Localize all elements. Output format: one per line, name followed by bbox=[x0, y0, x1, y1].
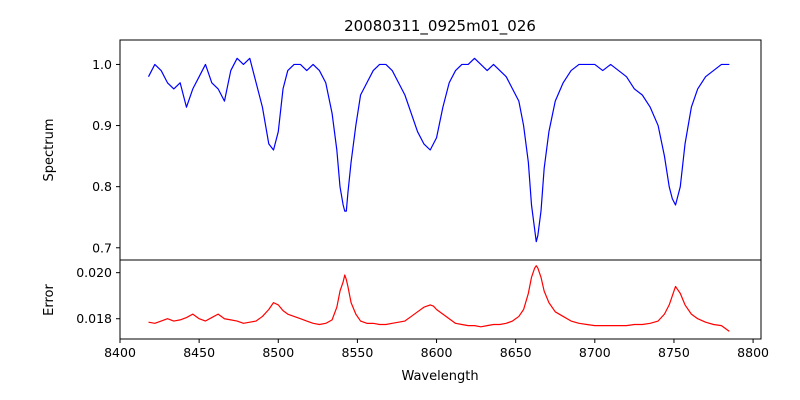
spectrum-y-tick-label: 1.0 bbox=[92, 57, 112, 72]
spectrum-series-line bbox=[147, 57, 730, 243]
x-tick-label: 8550 bbox=[342, 345, 374, 360]
error-x-ticks: 8400 8450 8500 8550 8600 8650 8700 8750 8800 bbox=[104, 339, 769, 360]
x-tick-label: 8500 bbox=[262, 345, 294, 360]
x-tick-label: 8800 bbox=[737, 345, 769, 360]
spectrum-y-tick-label: 0.9 bbox=[92, 118, 112, 133]
spectrum-y-tick-label: 0.8 bbox=[92, 179, 112, 194]
x-tick-label: 8650 bbox=[500, 345, 532, 360]
x-tick-label: 8750 bbox=[658, 345, 690, 360]
spectrum-plot-area bbox=[120, 40, 761, 260]
error-series-line bbox=[148, 265, 730, 332]
spectrum-y-ticks: 0.7 0.8 0.9 1.0 bbox=[92, 57, 120, 255]
spectrum-y-axis-label: Spectrum bbox=[42, 119, 57, 182]
error-y-ticks: 0.018 0.020 bbox=[76, 265, 120, 326]
x-tick-label: 8400 bbox=[104, 345, 136, 360]
spectrum-panel: 0.7 0.8 0.9 1.0 Spectrum bbox=[42, 39, 762, 261]
spectrum-y-tick-label: 0.7 bbox=[92, 240, 112, 255]
error-plot-frame bbox=[119, 259, 762, 340]
error-y-axis-label: Error bbox=[42, 284, 57, 316]
error-plot-area bbox=[120, 260, 761, 339]
error-y-tick-label: 0.018 bbox=[76, 311, 112, 326]
x-tick-label: 8600 bbox=[421, 345, 453, 360]
x-axis-label: Wavelength bbox=[401, 369, 478, 384]
x-tick-label: 8700 bbox=[579, 345, 611, 360]
chart-title: 20080311_0925m01_026 bbox=[344, 17, 536, 36]
error-y-tick-label: 0.020 bbox=[76, 265, 112, 280]
x-tick-label: 8450 bbox=[183, 345, 215, 360]
